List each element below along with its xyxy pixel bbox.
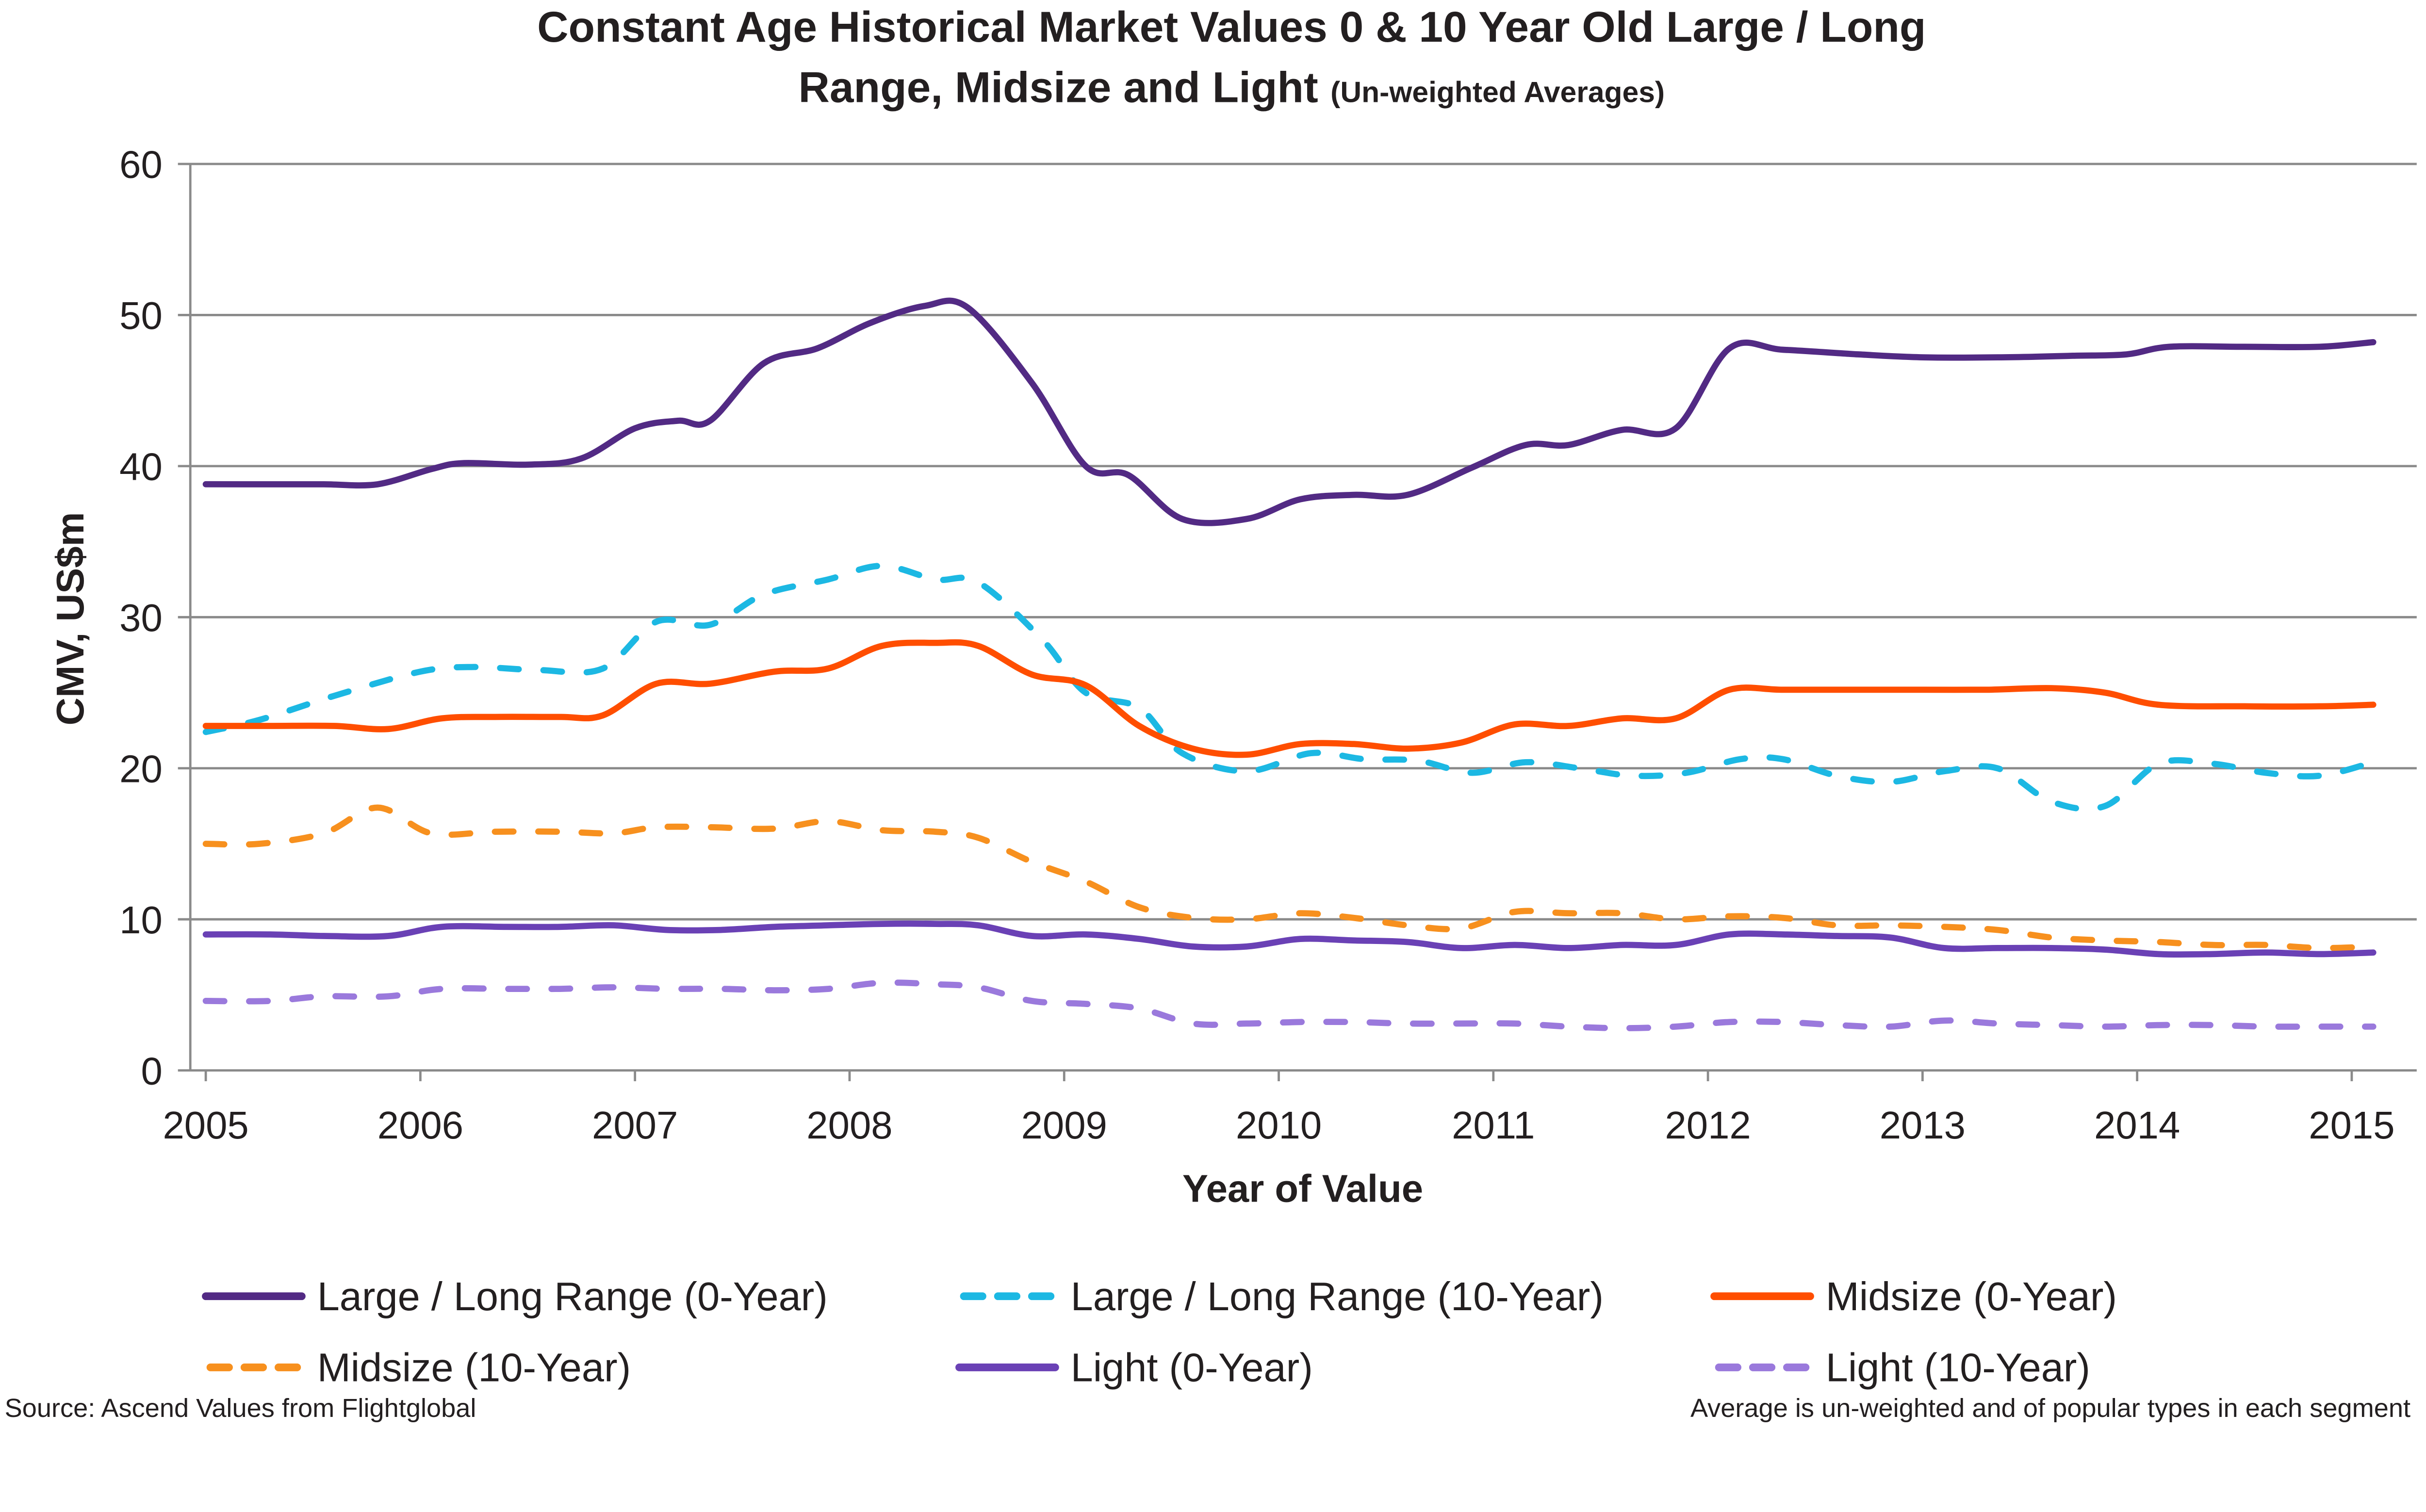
series-line-midsize-0-year: [202, 639, 2377, 758]
x-tick-label: 2013: [1880, 1104, 1966, 1147]
x-tick-label: 2015: [2309, 1104, 2394, 1147]
series-light-10-year: [202, 979, 2377, 1031]
y-axis-ticks: 0 10 20 30 40 50 60: [119, 143, 163, 1093]
series-line-light-10-year: [202, 979, 2377, 1031]
chart-title-line2: Range, Midsize and Light: [798, 63, 1318, 111]
x-tick-label: 2008: [806, 1104, 892, 1147]
legend-label: Light (0-Year): [1071, 1345, 1313, 1390]
legend-label: Midsize (10-Year): [317, 1345, 631, 1390]
x-axis-ticks: 2005 2006 2007 2008 2009 2010 2011 2012 2013 2014…: [163, 1070, 2395, 1147]
series-large-long-range-0-year: [202, 297, 2377, 526]
legend-item: Light (0-Year): [955, 1345, 1313, 1390]
series-line-midsize-10-year: [202, 804, 2377, 951]
series-lines: [202, 297, 2377, 1031]
x-tick-label: 2012: [1665, 1104, 1751, 1147]
chart-title-line1: Constant Age Historical Market Values 0 …: [537, 2, 1926, 51]
y-tick-label: 60: [119, 143, 163, 186]
legend-item: Light (10-Year): [1715, 1345, 2090, 1390]
legend-label: Midsize (0-Year): [1826, 1274, 2117, 1319]
series-light-0-year: [202, 920, 2377, 958]
y-tick-label: 40: [119, 445, 163, 488]
series-midsize-0-year: [202, 639, 2377, 758]
x-tick-label: 2007: [592, 1104, 678, 1147]
x-tick-label: 2014: [2094, 1104, 2180, 1147]
y-tick-label: 0: [141, 1049, 162, 1092]
x-tick-label: 2006: [377, 1104, 463, 1147]
y-tick-label: 30: [119, 596, 163, 639]
legend-label: Large / Long Range (10-Year): [1071, 1274, 1604, 1319]
legend-label: Large / Long Range (0-Year): [317, 1274, 828, 1319]
line-chart: Constant Age Historical Market Values 0 …: [5, 2, 2417, 1423]
chart-subtitle: (Un-weighted Averages): [1330, 75, 1665, 108]
footnote: Average is un-weighted and of popular ty…: [1690, 1394, 2410, 1423]
y-axis-title: CMV, US$m: [49, 512, 92, 726]
x-tick-label: 2011: [1452, 1104, 1535, 1147]
x-tick-label: 2010: [1236, 1104, 1322, 1147]
legend-item: Large / Long Range (0-Year): [202, 1274, 828, 1319]
legend-item: Midsize (0-Year): [1710, 1274, 2117, 1319]
x-tick-label: 2009: [1021, 1104, 1107, 1147]
x-tick-label: 2005: [163, 1104, 248, 1147]
series-line-light-0-year: [202, 920, 2377, 958]
legend-item: Midsize (10-Year): [206, 1345, 631, 1390]
chart-title-line2-text: Range, Midsize and Light: [798, 63, 1318, 111]
series-line-large-long-range-0-year: [202, 297, 2377, 526]
legend-label: Light (10-Year): [1826, 1345, 2090, 1390]
x-axis-title: Year of Value: [1182, 1167, 1423, 1210]
source-note: Source: Ascend Values from Flightglobal: [5, 1394, 476, 1423]
y-tick-label: 20: [119, 747, 163, 790]
series-line-large-long-range-10-year: [202, 563, 2377, 813]
legend-item: Large / Long Range (10-Year): [960, 1274, 1604, 1319]
series-midsize-10-year: [202, 804, 2377, 951]
y-tick-label: 10: [119, 898, 163, 942]
series-large-long-range-10-year: [202, 563, 2377, 813]
gridlines: [178, 163, 2417, 1072]
y-tick-label: 50: [119, 294, 163, 337]
legend: Large / Long Range (0-Year) Large / Long …: [202, 1274, 2117, 1390]
